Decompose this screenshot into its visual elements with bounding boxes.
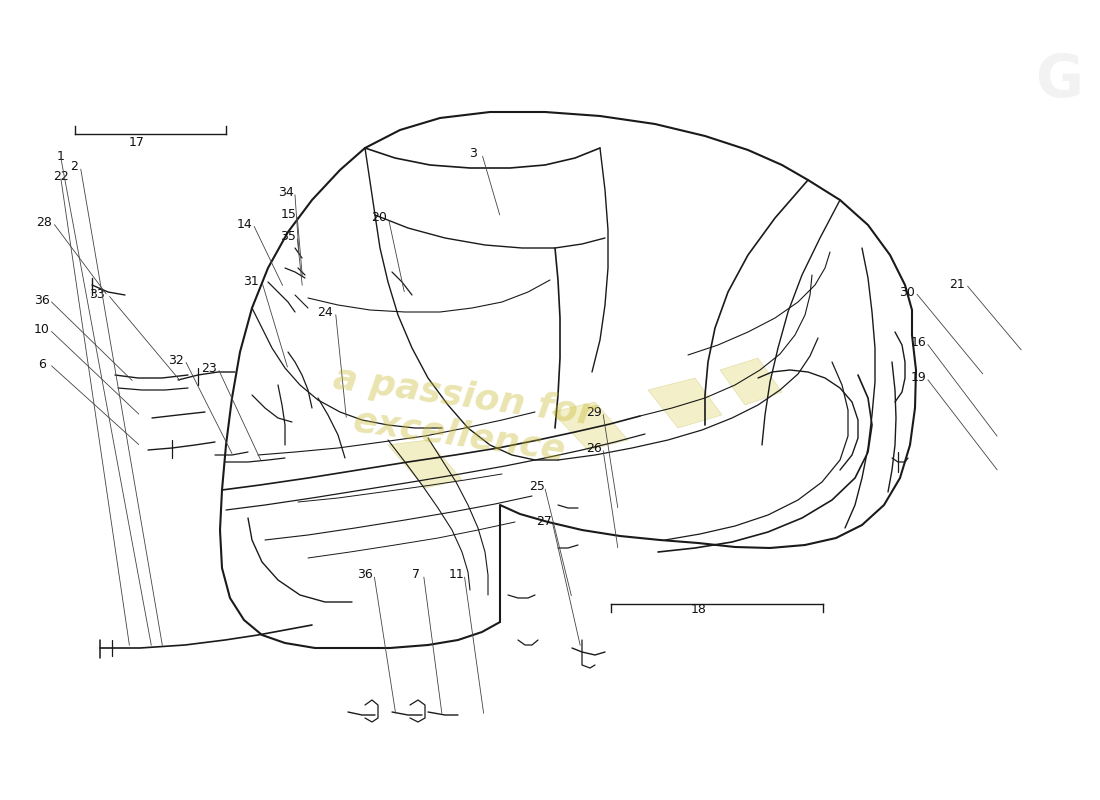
Text: 26: 26 <box>586 442 602 454</box>
Text: 17: 17 <box>129 136 144 149</box>
Text: 14: 14 <box>236 218 252 230</box>
Text: 31: 31 <box>243 275 258 288</box>
Polygon shape <box>648 378 722 428</box>
Text: 18: 18 <box>691 603 706 616</box>
Polygon shape <box>720 358 782 405</box>
Text: 21: 21 <box>949 278 965 290</box>
Text: 36: 36 <box>34 294 50 306</box>
Text: 11: 11 <box>449 568 464 581</box>
Text: 7: 7 <box>411 568 420 581</box>
Text: 22: 22 <box>53 170 68 182</box>
Text: 30: 30 <box>900 286 915 298</box>
Text: 27: 27 <box>537 515 552 528</box>
Text: 6: 6 <box>37 358 46 370</box>
Text: 32: 32 <box>168 354 184 366</box>
Text: 15: 15 <box>280 208 296 221</box>
Polygon shape <box>388 440 462 488</box>
Text: 25: 25 <box>529 480 544 493</box>
Text: 23: 23 <box>201 362 217 374</box>
Text: 20: 20 <box>372 211 387 224</box>
Text: 10: 10 <box>34 323 50 336</box>
Text: 2: 2 <box>69 160 78 173</box>
Text: 33: 33 <box>89 288 104 301</box>
Text: G: G <box>1035 52 1084 109</box>
Text: a passion for
excellence: a passion for excellence <box>326 362 598 470</box>
Text: 36: 36 <box>358 568 373 581</box>
Text: 3: 3 <box>469 147 477 160</box>
Polygon shape <box>552 402 628 450</box>
Text: 35: 35 <box>280 230 296 242</box>
Text: 34: 34 <box>278 186 294 198</box>
Text: 1: 1 <box>56 150 65 162</box>
Text: 29: 29 <box>586 406 602 418</box>
Text: 24: 24 <box>317 306 332 318</box>
Text: 19: 19 <box>911 371 926 384</box>
Text: 16: 16 <box>911 336 926 349</box>
Text: 28: 28 <box>36 216 52 229</box>
